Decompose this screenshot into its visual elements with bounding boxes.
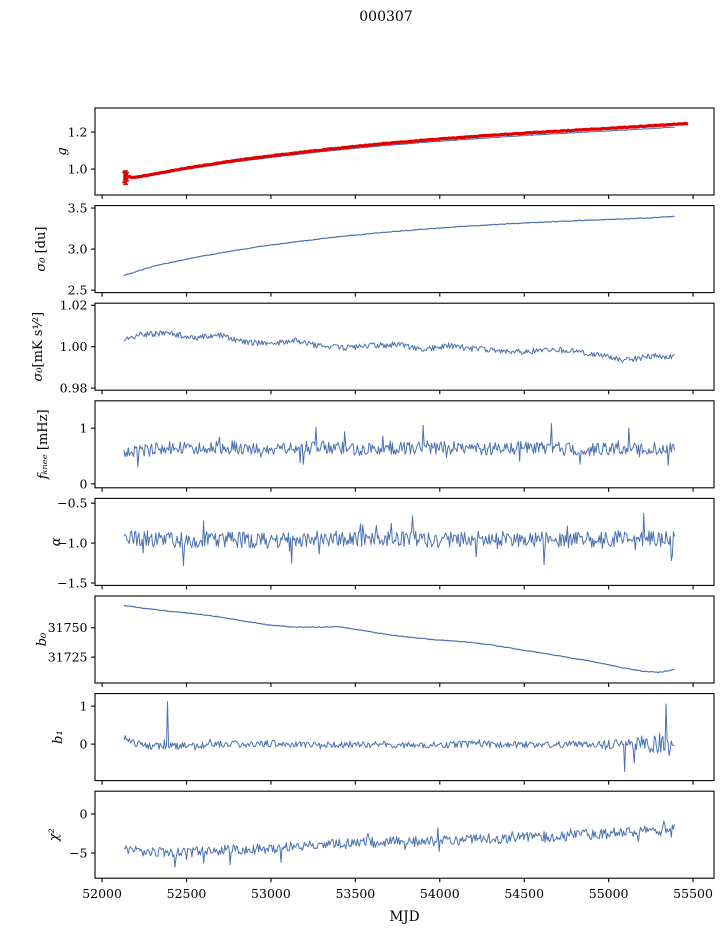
y-tick-label: 1.0 — [68, 161, 88, 176]
x-tick-label: 53000 — [251, 886, 291, 901]
y-axis-label-unit: [mK s¹⁄²] — [31, 312, 46, 368]
plot-box-b0 — [94, 595, 715, 684]
y-tick-label: 31725 — [48, 650, 88, 665]
x-tick-label: 54000 — [420, 886, 460, 901]
x-tick-label: 55500 — [673, 886, 713, 901]
y-tick-label: −5 — [69, 845, 87, 860]
plot-box-chi2 — [94, 790, 715, 879]
plot-area-sigma0-du — [123, 215, 675, 277]
y-tick-label: 0 — [80, 476, 88, 491]
figure-title: 000307 — [359, 9, 413, 25]
series-line-gain-data-red — [123, 121, 689, 179]
y-axis-label-unit: [mHz] — [36, 409, 51, 454]
plot-box-b1 — [94, 693, 715, 782]
y-axis-label-symbol: χ² — [47, 828, 62, 842]
plot-area-g — [122, 121, 689, 185]
series-line-alpha-line — [123, 513, 675, 566]
y-axis-label-b1: b₁ — [51, 730, 66, 744]
y-axis-label-symbol: g — [55, 147, 70, 155]
plot-box-g — [94, 107, 715, 196]
y-tick-label: 3.5 — [68, 200, 88, 215]
y-tick-label: 0.98 — [60, 381, 88, 396]
y-axis-label-symbol: α — [49, 537, 64, 546]
y-tick-label: 31750 — [48, 620, 88, 635]
y-axis-label-g: g — [55, 147, 70, 155]
plot-area-fknee — [123, 423, 675, 468]
x-tick-label: 53500 — [335, 886, 375, 901]
y-axis-label-sigma0-du: σ₀ [du] — [34, 227, 49, 272]
y-tick-label: 0 — [80, 737, 88, 752]
series-line-chi2-line — [123, 820, 675, 868]
y-axis-label-symbol: σ₀ — [34, 257, 49, 272]
plot-area-alpha — [123, 513, 675, 566]
series-line-sigma0-mks-line — [123, 330, 675, 363]
y-tick-label: 2.5 — [68, 283, 88, 298]
y-tick-label: 3.0 — [68, 241, 88, 256]
y-axis-label-symbol: b₁ — [51, 730, 66, 744]
y-axis-label-b0: b₀ — [35, 632, 50, 646]
y-axis-label-symbol: σ₀ — [31, 367, 46, 382]
series-line-sigma0-du-line — [123, 215, 675, 277]
x-tick-label: 52500 — [167, 886, 207, 901]
plot-box-fknee — [94, 400, 715, 489]
y-axis-label-alpha: α — [49, 537, 64, 546]
plot-area-b0 — [123, 605, 675, 674]
y-tick-label: −1.5 — [57, 575, 87, 590]
y-tick-label: 0 — [80, 806, 88, 821]
y-tick-label: 1.2 — [68, 124, 88, 139]
x-tick-label: 54500 — [504, 886, 544, 901]
y-tick-label: −0.5 — [57, 496, 87, 511]
plot-box-alpha — [94, 497, 715, 586]
y-tick-label: 1 — [80, 421, 88, 436]
y-axis-label-chi2: χ² — [47, 828, 62, 842]
y-tick-label: 1.00 — [60, 339, 88, 354]
plot-area-chi2 — [123, 820, 675, 868]
y-tick-label: −1.0 — [57, 535, 87, 550]
series-line-gain-model-blue — [124, 126, 675, 179]
y-axis-label-symbol: fₖₙₑₑ — [36, 454, 51, 480]
x-axis-label: MJD — [389, 909, 420, 925]
series-line-b0-line — [123, 605, 675, 674]
y-tick-label: 1 — [80, 699, 88, 714]
y-axis-label-fknee: fₖₙₑₑ [mHz] — [36, 409, 51, 480]
plot-area-sigma0-mks — [123, 330, 675, 363]
y-axis-label-symbol: b₀ — [35, 632, 50, 646]
x-tick-label: 52000 — [82, 886, 122, 901]
plot-area-b1 — [123, 701, 675, 772]
series-line-fknee-line — [123, 423, 675, 468]
x-tick-label: 55000 — [589, 886, 629, 901]
y-tick-label: 1.02 — [60, 298, 88, 313]
y-axis-label-sigma0-mks: σ₀[mK s¹⁄²] — [31, 312, 46, 382]
y-axis-label-unit: [du] — [34, 227, 49, 258]
series-line-b1-line — [123, 701, 675, 772]
